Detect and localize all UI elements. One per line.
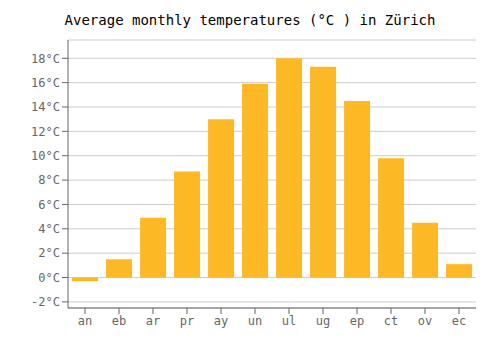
svg-text:16°C: 16°C xyxy=(31,76,60,90)
svg-text:8°C: 8°C xyxy=(38,173,60,187)
svg-text:ct: ct xyxy=(384,314,398,328)
svg-text:14°C: 14°C xyxy=(31,100,60,114)
svg-text:ar: ar xyxy=(146,314,160,328)
svg-text:ov: ov xyxy=(418,314,432,328)
svg-text:0°C: 0°C xyxy=(38,271,60,285)
svg-text:ec: ec xyxy=(452,314,466,328)
svg-text:-2°C: -2°C xyxy=(31,295,60,309)
svg-text:un: un xyxy=(248,314,262,328)
svg-text:ep: ep xyxy=(350,314,364,328)
svg-text:eb: eb xyxy=(112,314,126,328)
svg-text:10°C: 10°C xyxy=(31,149,60,163)
html-text:Average monthly temperatures (: Average monthly temperatures (°C ) in Zü… xyxy=(64,12,436,28)
svg-text:4°C: 4°C xyxy=(38,222,60,236)
svg-text:ay: ay xyxy=(214,314,228,328)
svg-text:pr: pr xyxy=(180,314,194,328)
svg-text:an: an xyxy=(78,314,92,328)
svg-text:6°C: 6°C xyxy=(38,198,60,212)
svg-text:18°C: 18°C xyxy=(31,52,60,66)
svg-text:ug: ug xyxy=(316,314,330,328)
svg-text:ul: ul xyxy=(282,314,296,328)
svg-text:2°C: 2°C xyxy=(38,246,60,260)
svg-text:12°C: 12°C xyxy=(31,125,60,139)
